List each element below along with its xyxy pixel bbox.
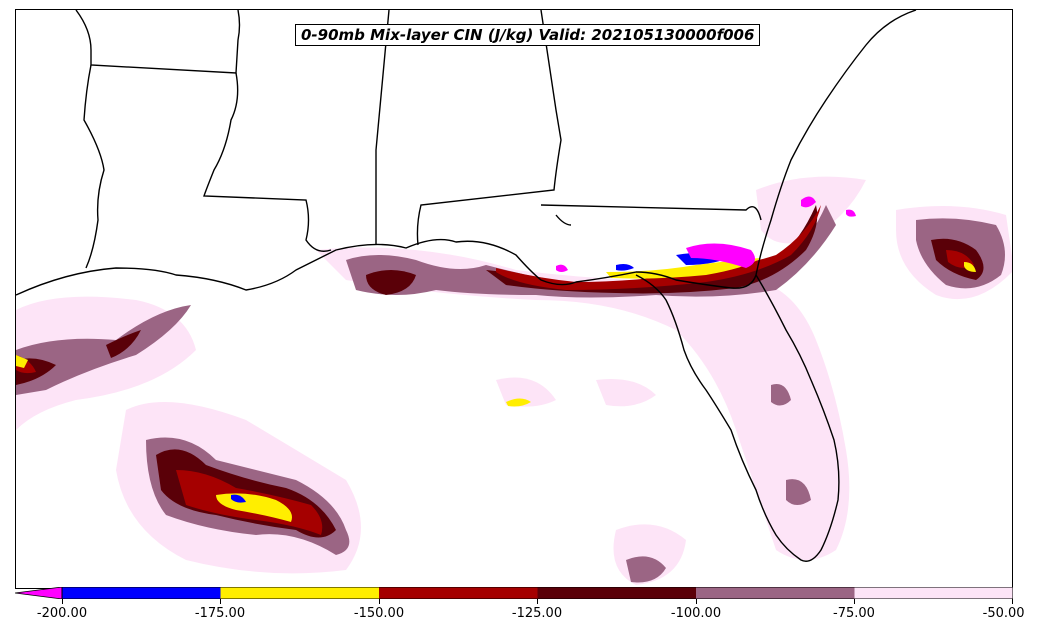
colorbar-tick-label: -125.00 <box>511 606 563 621</box>
tick-mark <box>696 599 697 604</box>
tick-mark <box>379 599 380 604</box>
cin-map <box>16 10 1012 585</box>
cin-contours-magenta <box>556 196 856 272</box>
colorbar-mauve <box>696 587 855 599</box>
map-title: 0-90mb Mix-layer CIN (J/kg) Valid: 20210… <box>295 24 761 46</box>
colorbar-tick-label: -75.00 <box>833 606 875 621</box>
colorbar <box>15 587 1013 599</box>
boundaries <box>16 10 917 562</box>
colorbar-tick-label: -200.00 <box>36 606 88 621</box>
tick-mark <box>220 599 221 604</box>
tick-mark <box>1012 599 1013 604</box>
colorbar-darkred <box>537 587 696 599</box>
colorbar-tick-label: -50.00 <box>982 606 1025 621</box>
colorbar-tick-label: -150.00 <box>353 606 405 621</box>
tick-mark <box>854 599 855 604</box>
map-panel: 0-90mb Mix-layer CIN (J/kg) Valid: 20210… <box>15 9 1013 589</box>
cin-contours-light <box>16 176 1012 585</box>
colorbar-tick-label: -175.00 <box>194 606 246 621</box>
colorbar-tick-label: -100.00 <box>670 606 722 621</box>
colorbar-blue <box>62 587 221 599</box>
colorbar-red <box>379 587 538 599</box>
colorbar-extend-magenta <box>15 587 63 599</box>
colorbar-yellow <box>220 587 379 599</box>
tick-mark <box>62 599 63 604</box>
tick-mark <box>537 599 538 604</box>
colorbar-lightpink <box>854 587 1013 599</box>
